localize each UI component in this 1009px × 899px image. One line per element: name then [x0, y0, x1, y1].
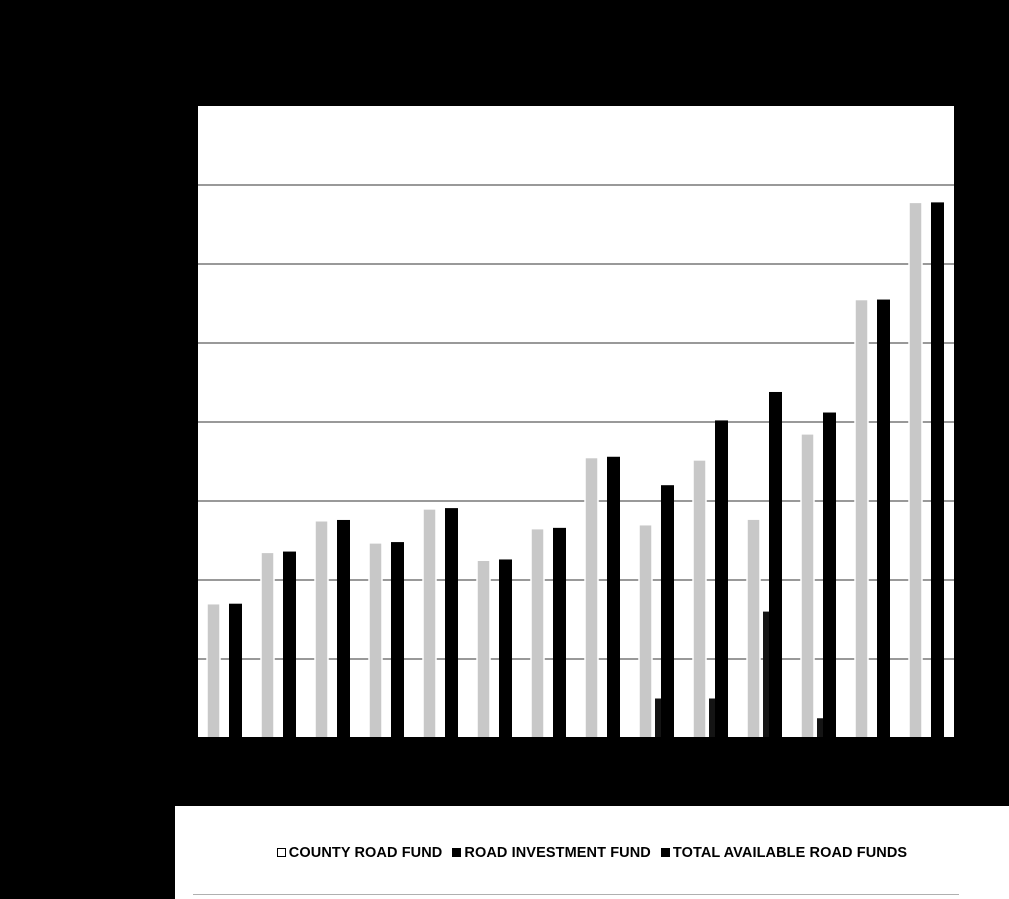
bar-road-investment-fund-9: [655, 698, 662, 738]
legend-item-total-available-road-funds: TOTAL AVAILABLE ROAD FUNDS: [660, 844, 908, 861]
legend-item-road-investment-fund: ROAD INVESTMENT FUND: [452, 844, 651, 861]
bar-total-available-road-funds-9: [661, 485, 674, 738]
bar-county-road-fund-13: [854, 298, 869, 739]
legend-label-road-investment-fund: ROAD INVESTMENT FUND: [464, 844, 651, 861]
bar-total-available-road-funds-5: [445, 508, 458, 738]
bars: [206, 201, 944, 739]
bar-county-road-fund-3: [314, 520, 329, 739]
bar-county-road-fund-6: [476, 559, 491, 739]
bar-road-investment-fund-11: [763, 611, 770, 738]
bar-county-road-fund-10: [692, 459, 707, 739]
bar-county-road-fund-4: [368, 542, 383, 739]
legend-label-county-road-fund: COUNTY ROAD FUND: [288, 844, 443, 861]
bar-county-road-fund-5: [422, 508, 437, 739]
bar-county-road-fund-8: [584, 456, 599, 739]
bar-total-available-road-funds-8: [607, 456, 620, 738]
bar-total-available-road-funds-14: [931, 202, 944, 738]
bar-county-road-fund-7: [530, 527, 545, 739]
legend-swatch-total-available-road-funds: [660, 848, 670, 857]
legend-swatch-county-road-fund: [276, 848, 286, 857]
bar-county-road-fund-9: [638, 523, 653, 739]
bar-total-available-road-funds-10: [715, 420, 728, 738]
bar-county-road-fund-2: [260, 551, 275, 739]
bar-total-available-road-funds-6: [499, 559, 512, 738]
bar-total-available-road-funds-3: [337, 519, 350, 738]
legend-label-total-available-road-funds: TOTAL AVAILABLE ROAD FUNDS: [672, 844, 908, 861]
bar-total-available-road-funds-12: [823, 412, 836, 738]
bar-total-available-road-funds-7: [553, 527, 566, 738]
legend: COUNTY ROAD FUND ROAD INVESTMENT FUND TO…: [175, 806, 1009, 899]
legend-item-county-road-fund: COUNTY ROAD FUND: [276, 844, 443, 861]
bar-road-investment-fund-10: [709, 698, 716, 738]
legend-swatch-road-investment-fund: [452, 848, 462, 857]
legend-divider: [193, 894, 959, 895]
bar-county-road-fund-12: [800, 433, 815, 739]
bar-total-available-road-funds-2: [283, 551, 296, 738]
bar-total-available-road-funds-1: [229, 603, 242, 738]
bar-county-road-fund-11: [746, 518, 761, 739]
bar-county-road-fund-14: [908, 201, 923, 739]
bar-county-road-fund-1: [206, 602, 221, 739]
bar-total-available-road-funds-4: [391, 542, 404, 738]
bar-total-available-road-funds-13: [877, 299, 890, 738]
bar-total-available-road-funds-11: [769, 391, 782, 738]
bar-road-investment-fund-12: [817, 718, 824, 738]
